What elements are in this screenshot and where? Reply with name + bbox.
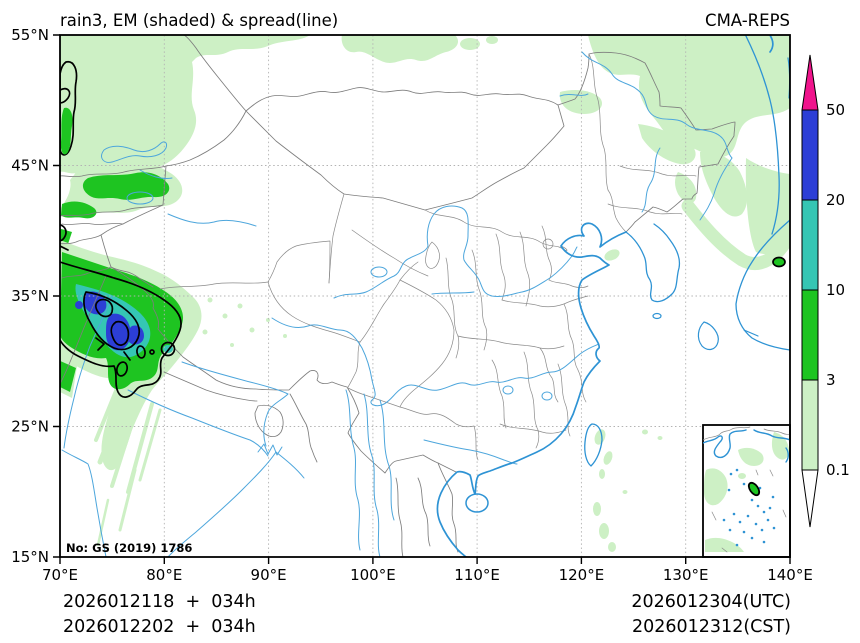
y-tick-label: 35°N — [11, 287, 49, 305]
model-title: CMA-REPS — [705, 11, 790, 30]
spread-contours — [60, 60, 786, 398]
init-time-utc: 2026012118 + 034h — [63, 592, 256, 612]
footer-times: 2026012118 + 034h 2026012202 + 034h 2026… — [63, 592, 791, 637]
coastlines — [436, 35, 790, 557]
init-time-cst: 2026012202 + 034h — [63, 617, 256, 637]
x-tick-label: 70°E — [42, 566, 78, 584]
y-axis-labels: 55°N 45°N 35°N 25°N 15°N — [11, 26, 49, 566]
colorbar-over-arrow — [801, 54, 819, 111]
valid-time-utc: 2026012304(UTC) — [631, 592, 791, 612]
inset-coastline — [703, 429, 790, 463]
inset-precip — [704, 432, 789, 552]
inset-hainan-contour — [747, 481, 761, 497]
gridlines — [60, 35, 790, 557]
valid-time-cst: 2026012312(CST) — [632, 617, 791, 637]
country-borders — [60, 35, 736, 557]
page-title: rain3, EM (shaded) & spread(line) — [60, 11, 338, 30]
x-tick-label: 80°E — [146, 566, 182, 584]
precip-speckles — [202, 297, 287, 347]
y-tick-label: 55°N — [11, 26, 49, 44]
colorbar: 50 20 10 3 0.1 — [801, 54, 850, 528]
colorbar-tick-label: 10 — [826, 281, 845, 299]
colorbar-seg-10-20 — [801, 199, 819, 291]
y-tick-label: 25°N — [11, 418, 49, 436]
x-tick-label: 130°E — [663, 566, 709, 584]
x-tick-label: 120°E — [559, 566, 605, 584]
x-tick-label: 100°E — [350, 566, 396, 584]
colorbar-tick-label: 3 — [826, 371, 836, 389]
x-tick-label: 140°E — [767, 566, 813, 584]
rivers — [61, 51, 733, 557]
colorbar-under-arrow — [801, 469, 819, 528]
colorbar-seg-0.1-3 — [801, 379, 819, 471]
colorbar-seg-3-10 — [801, 289, 819, 381]
inset-borders — [703, 426, 790, 553]
province-borders — [159, 53, 697, 461]
colorbar-tick-label: 20 — [826, 191, 845, 209]
x-axis-labels: 70°E 80°E 90°E 100°E 110°E 120°E 130°E 1… — [42, 566, 813, 584]
inset-map — [702, 424, 791, 558]
inset-islands — [722, 468, 776, 547]
y-tick-label: 45°N — [11, 157, 49, 175]
precip-shading — [60, 35, 790, 552]
x-tick-label: 110°E — [454, 566, 500, 584]
axis-ticks — [53, 34, 791, 564]
colorbar-tick-label: 0.1 — [826, 461, 850, 479]
x-tick-label: 90°E — [251, 566, 287, 584]
license-note: No: GS (2019) 1786 — [66, 541, 192, 555]
colorbar-seg-20-50 — [801, 109, 819, 201]
colorbar-tick-label: 50 — [826, 101, 845, 119]
y-tick-label: 15°N — [11, 548, 49, 566]
precip-ryukyu — [593, 429, 663, 552]
